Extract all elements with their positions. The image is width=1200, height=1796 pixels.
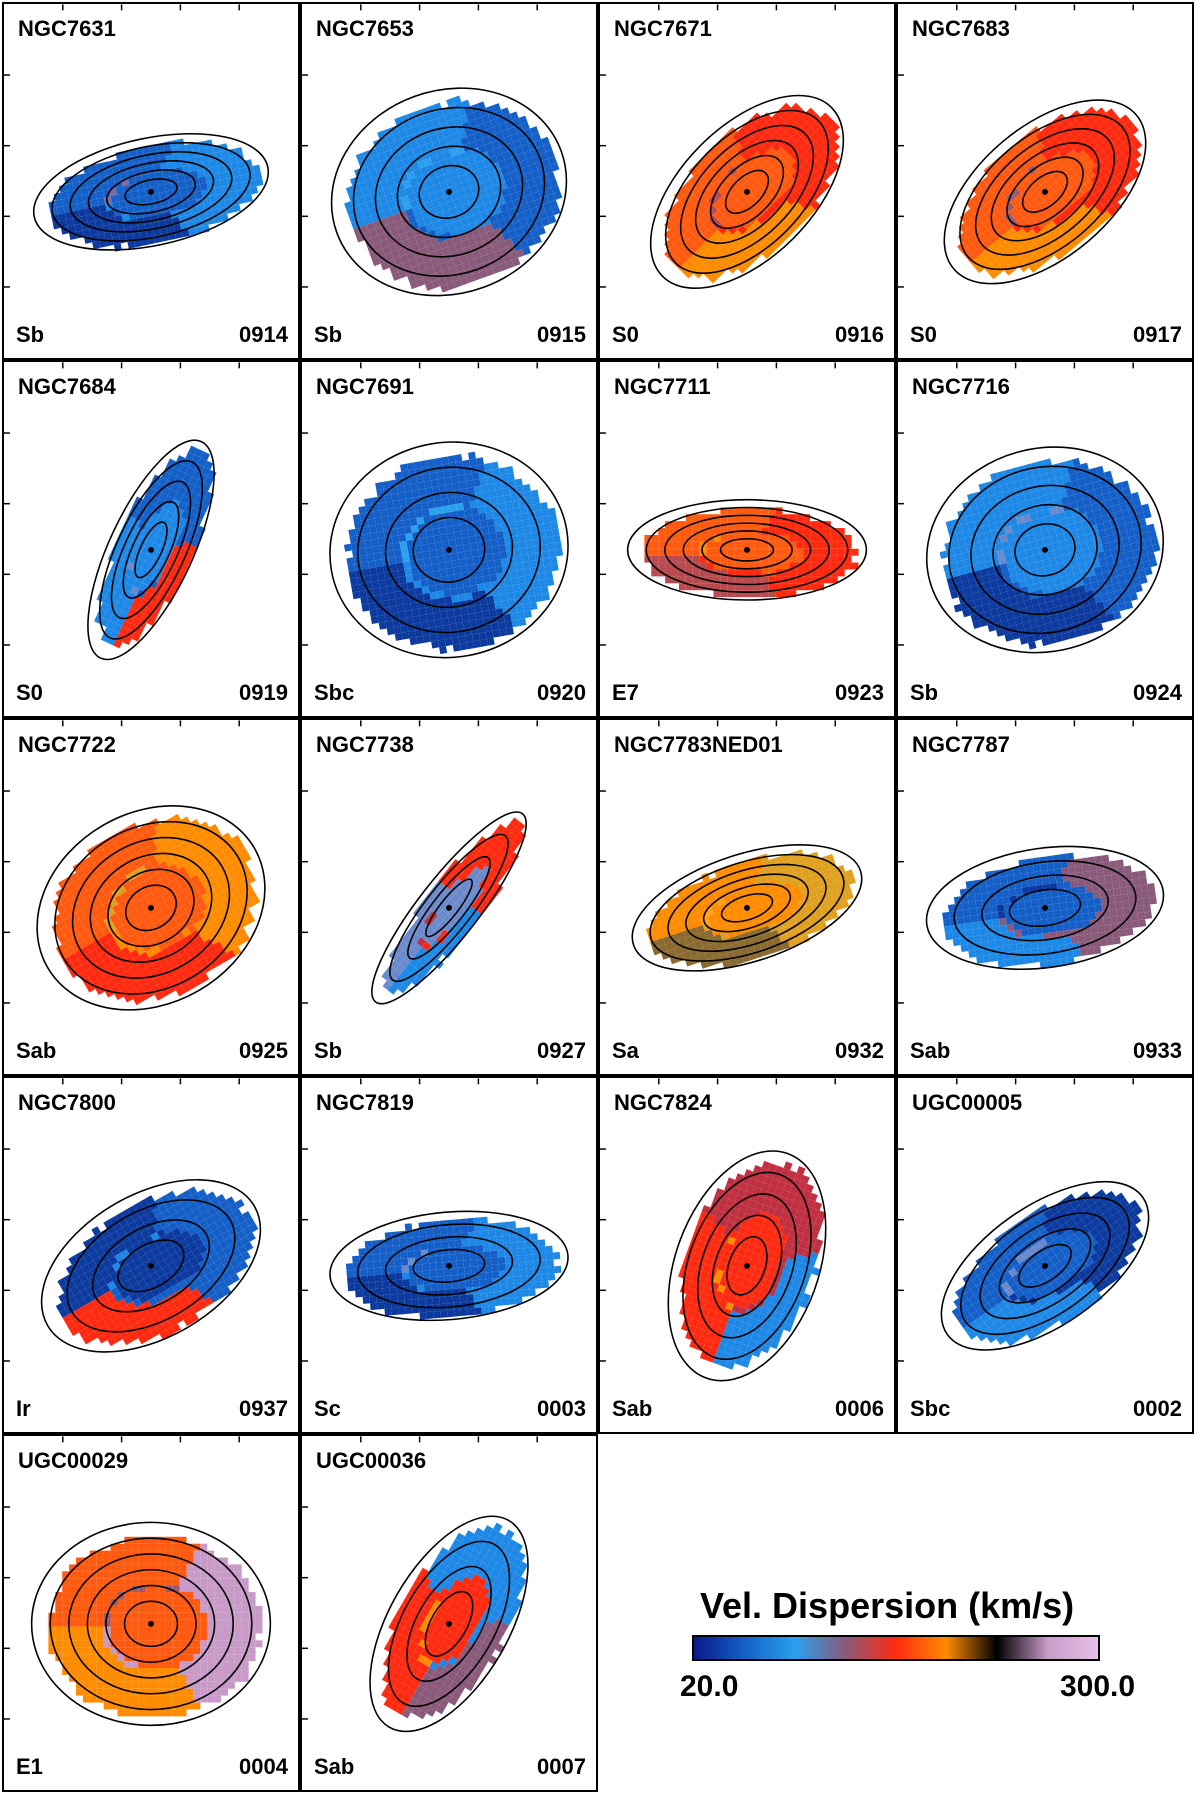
velocity-dispersion-map — [4, 720, 266, 1011]
galaxy-name-label: NGC7783NED01 — [614, 732, 783, 757]
velocity-dispersion-map — [898, 720, 1165, 1004]
morphology-type-label: S0 — [16, 680, 43, 705]
velocity-dispersion-map — [302, 720, 538, 1005]
galaxy-name-label: NGC7684 — [18, 374, 116, 399]
velocity-dispersion-map — [302, 1078, 569, 1362]
morphology-type-label: Sab — [612, 1396, 653, 1421]
colorbar-max-label: 300.0 — [1060, 1670, 1136, 1703]
galaxy-name-label: NGC7738 — [316, 732, 414, 757]
galaxy-name-label: NGC7671 — [614, 16, 712, 41]
galaxy-name-label: NGC7653 — [316, 16, 414, 41]
morphology-type-label: Sa — [612, 1038, 639, 1063]
morphology-type-label: Sc — [314, 1396, 341, 1421]
galaxy-name-label: UGC00029 — [18, 1448, 129, 1473]
galaxy-id-label: 0914 — [239, 322, 288, 347]
velocity-dispersion-map — [600, 720, 863, 1004]
velocity-dispersion-map — [4, 1436, 272, 1727]
galaxy-name-label: UGC00005 — [912, 1090, 1023, 1115]
galaxy-name-label: NGC7691 — [316, 374, 414, 399]
morphology-type-label: Sbc — [910, 1396, 951, 1421]
galaxy-panel: NGC7684 S0 0919 — [2, 360, 300, 718]
galaxy-id-label: 0937 — [239, 1396, 288, 1421]
galaxy-panel: NGC7716 Sb 0924 — [896, 360, 1194, 718]
galaxy-id-label: 0007 — [537, 1754, 586, 1779]
galaxy-panel: NGC7671 S0 0916 — [598, 2, 896, 360]
galaxy-panel: NGC7787 Sab 0933 — [896, 718, 1194, 1076]
morphology-type-label: Sb — [16, 322, 45, 347]
morphology-type-label: Sbc — [314, 680, 355, 705]
galaxy-panel: NGC7653 Sb 0915 — [300, 2, 598, 360]
galaxy-id-label: 0002 — [1133, 1396, 1182, 1421]
morphology-type-label: Sab — [16, 1038, 57, 1063]
galaxy-id-label: 0924 — [1133, 680, 1182, 705]
galaxy-panel: NGC7631 Sb 0914 — [2, 2, 300, 360]
morphology-type-label: Sab — [910, 1038, 951, 1063]
morphology-type-label: Sb — [314, 322, 343, 347]
galaxy-panel: NGC7683 S0 0917 — [896, 2, 1194, 360]
colorbar — [692, 1635, 1100, 1661]
galaxy-id-label: 0004 — [239, 1754, 288, 1779]
morphology-type-label: Ir — [16, 1396, 31, 1421]
velocity-dispersion-map — [4, 4, 270, 288]
galaxy-panel: UGC00005 Sbc 0002 — [896, 1076, 1194, 1434]
galaxy-name-label: NGC7631 — [18, 16, 116, 41]
galaxy-id-label: 0925 — [239, 1038, 288, 1063]
velocity-dispersion-map — [302, 4, 568, 297]
galaxy-name-label: NGC7722 — [18, 732, 116, 757]
galaxy-id-label: 0916 — [835, 322, 884, 347]
morphology-type-label: Sb — [910, 680, 939, 705]
galaxy-id-label: 0006 — [835, 1396, 884, 1421]
velocity-dispersion-map — [302, 362, 569, 659]
morphology-type-label: E7 — [612, 680, 639, 705]
galaxy-name-label: NGC7711 — [614, 374, 711, 399]
velocity-dispersion-map — [898, 362, 1165, 654]
galaxy-panel: NGC7738 Sb 0927 — [300, 718, 598, 1076]
galaxy-panel: UGC00029 E1 0004 — [2, 1434, 300, 1792]
galaxy-panel: NGC7824 Sab 0006 — [598, 1076, 896, 1434]
morphology-type-label: Sab — [314, 1754, 355, 1779]
galaxy-panel: NGC7800 Ir 0937 — [2, 1076, 300, 1434]
velocity-dispersion-map — [600, 362, 868, 646]
galaxy-name-label: NGC7800 — [18, 1090, 116, 1115]
galaxy-id-label: 0923 — [835, 680, 884, 705]
morphology-type-label: S0 — [612, 322, 639, 347]
galaxy-name-label: NGC7683 — [912, 16, 1010, 41]
velocity-dispersion-map — [898, 1078, 1150, 1362]
morphology-type-label: S0 — [910, 322, 937, 347]
velocity-dispersion-map — [4, 362, 240, 661]
galaxy-id-label: 0919 — [239, 680, 288, 705]
galaxy-panel: NGC7819 Sc 0003 — [300, 1076, 598, 1434]
galaxy-id-label: 0917 — [1133, 322, 1182, 347]
velocity-dispersion-map — [600, 1078, 836, 1382]
morphology-type-label: E1 — [16, 1754, 43, 1779]
morphology-type-label: Sb — [314, 1038, 343, 1063]
colorbar-title: Vel. Dispersion (km/s) — [700, 1585, 1075, 1626]
galaxy-name-label: NGC7787 — [912, 732, 1010, 757]
galaxy-id-label: 0920 — [537, 680, 586, 705]
galaxy-name-label: UGC00036 — [316, 1448, 427, 1473]
galaxy-name-label: NGC7819 — [316, 1090, 414, 1115]
galaxy-panel: NGC7711 E7 0923 — [598, 360, 896, 718]
velocity-dispersion-map — [4, 1078, 262, 1362]
galaxy-id-label: 0933 — [1133, 1038, 1182, 1063]
galaxy-panel: UGC00036 Sab 0007 — [300, 1434, 598, 1792]
galaxy-panel: NGC7691 Sbc 0920 — [300, 360, 598, 718]
galaxy-id-label: 0915 — [537, 322, 586, 347]
galaxy-id-label: 0932 — [835, 1038, 884, 1063]
colorbar-min-label: 20.0 — [680, 1670, 739, 1703]
galaxy-id-label: 0927 — [537, 1038, 586, 1063]
galaxy-name-label: NGC7824 — [614, 1090, 712, 1115]
colorbar-legend: Vel. Dispersion (km/s) 20.0 300.0 — [680, 1585, 1160, 1715]
velocity-dispersion-map — [600, 4, 845, 289]
velocity-dispersion-map — [302, 1436, 538, 1733]
galaxy-panel: NGC7783NED01 Sa 0932 — [598, 718, 896, 1076]
galaxy-id-label: 0003 — [537, 1396, 586, 1421]
galaxy-name-label: NGC7716 — [912, 374, 1010, 399]
velocity-dispersion-map — [898, 4, 1147, 288]
galaxy-panel: NGC7722 Sab 0925 — [2, 718, 300, 1076]
